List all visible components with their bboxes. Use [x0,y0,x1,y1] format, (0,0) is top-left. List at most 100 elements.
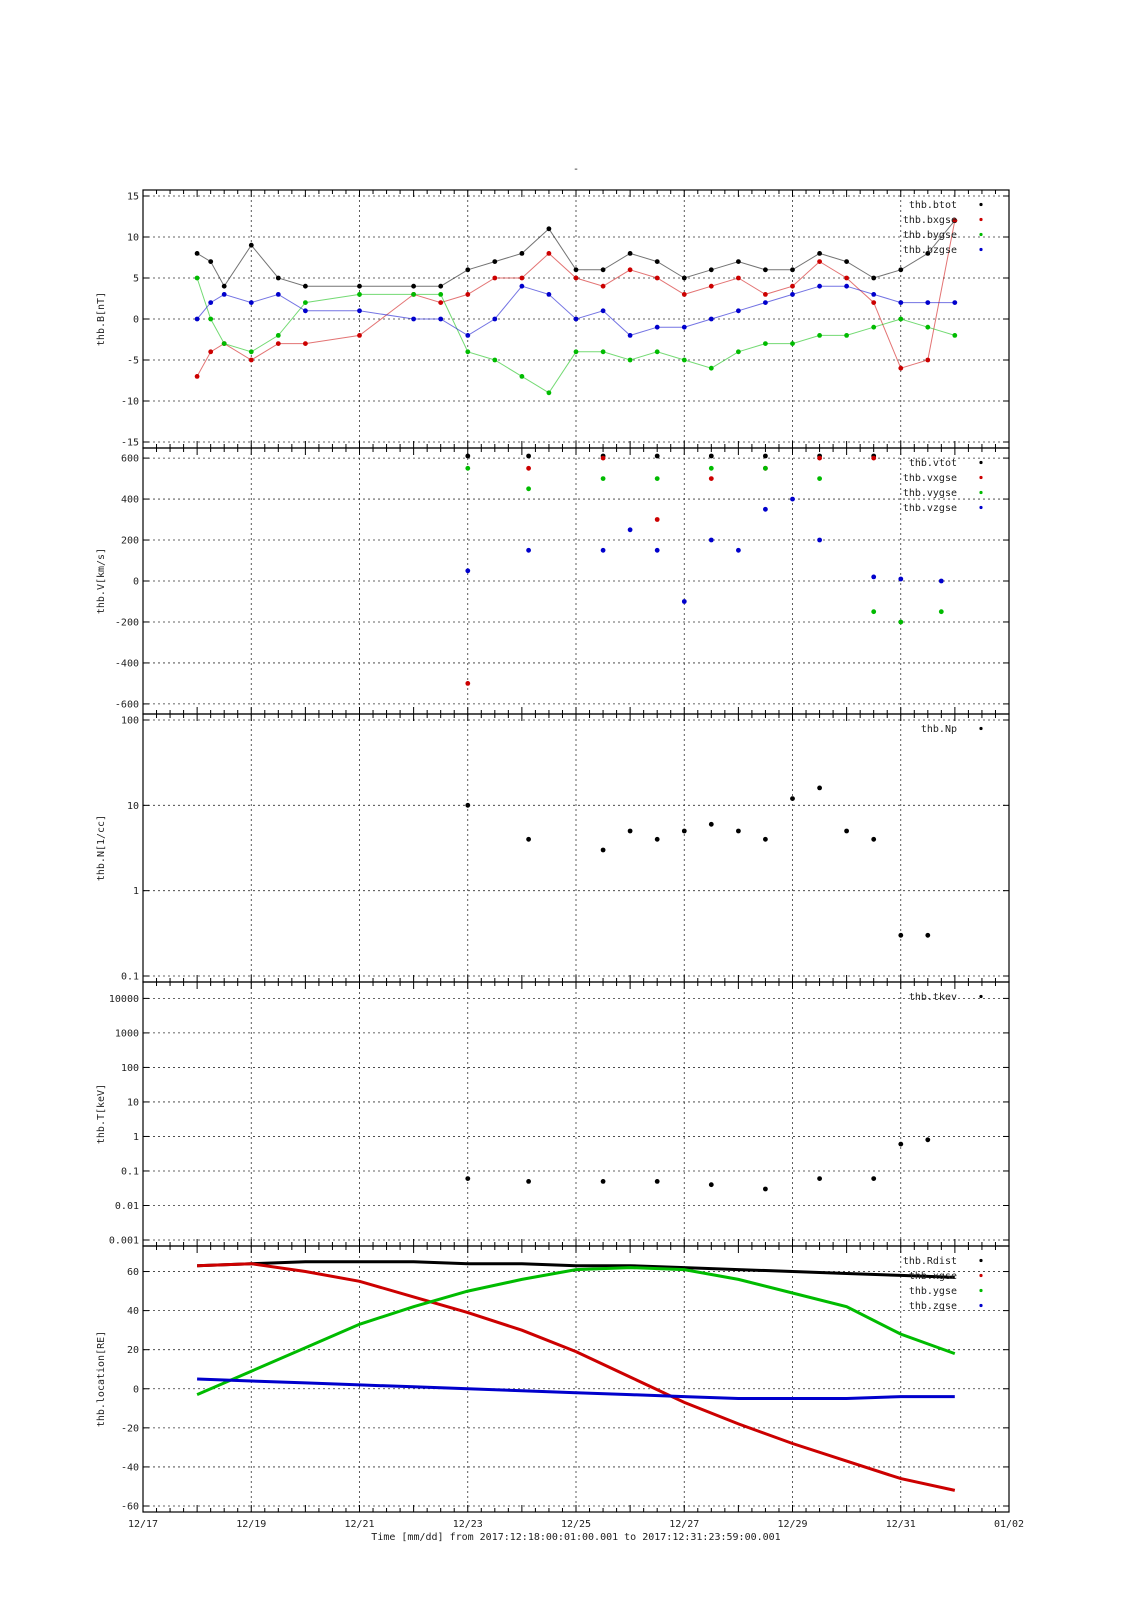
legend-marker [979,232,983,237]
legend-label: thb.tkev [909,992,957,1003]
data-point-thb.bygse [952,333,958,338]
data-point-thb.bxgse [817,259,822,264]
data-point-thb.btot [844,259,849,264]
data-point-thb.bxgse [925,357,931,363]
data-point-thb.vzgse [790,496,795,502]
data-point-thb.bzgse [654,324,660,330]
data-point-thb.bygse [681,357,687,363]
data-point-thb.Np [871,836,877,842]
plot-frame [142,1245,1010,1513]
data-point-thb.Np [817,785,822,791]
data-point-thb.bygse [654,349,660,355]
data-point-thb.bygse [519,374,525,379]
legend-label: thb.ygse [909,1286,957,1297]
legend-marker [979,1303,983,1308]
y-tick-label: 1000 [115,1028,139,1039]
data-point-thb.vxgse [871,455,877,461]
data-point-thb.Np [627,828,633,834]
data-point-thb.bzgse [573,316,579,322]
data-point-thb.bxgse [952,218,958,224]
legend-label: thb.bzgse [903,245,957,256]
legend-label: thb.btot [909,200,957,211]
data-point-thb.bygse [708,365,714,371]
data-point-thb.bzgse [248,300,254,305]
y-axis-label: thb.N[1/cc] [96,815,107,881]
x-tick-label: 01/02 [994,1519,1024,1530]
panel-5: 60 40 20 0 -20 -40 -60 thb.location[RE] thb.Rdis… [96,1245,1024,1530]
data-point-thb.vzgse [627,527,633,533]
data-point-thb.bxgse [600,283,606,289]
data-point-thb.btot [600,267,606,273]
data-point-thb.btot [898,267,904,273]
legend-marker [979,1258,983,1263]
data-point-thb.bzgse [708,316,714,322]
data-point-thb.vzgse [898,576,904,582]
data-point-thb.bzgse [411,316,416,322]
data-point-thb.bxgse [681,292,687,297]
data-point-thb.vtot [465,453,471,459]
data-point-thb.tkev [526,1179,531,1184]
data-point-thb.Np [708,821,714,827]
data-point-thb.vxgse [600,455,606,461]
data-point-thb.bxgse [736,275,741,281]
data-point-thb.vxgse [526,465,531,471]
data-point-thb.vzgse [600,547,606,553]
data-point-thb.vtot [708,453,714,459]
data-point-thb.bzgse [627,333,633,338]
legend-marker [979,1273,983,1278]
data-point-thb.btot [925,251,931,256]
x-tick-label: 12/23 [453,1519,483,1530]
data-point-thb.bygse [357,292,362,297]
x-tick-label: 12/25 [561,1519,591,1530]
data-point-thb.btot [465,267,471,273]
data-point-thb.bygse [817,333,822,338]
data-point-thb.vygse [654,476,660,481]
data-point-thb.bygse [275,333,281,338]
legend-label: thb.vzgse [903,503,957,514]
data-point-thb.bygse [465,349,471,355]
x-tick-label: 12/19 [236,1519,266,1530]
data-point-thb.bxgse [763,292,768,297]
data-point-thb.bzgse [790,292,795,297]
data-point-thb.vzgse [465,568,471,574]
data-point-thb.bxgse [790,283,795,289]
data-point-thb.bzgse [600,308,606,314]
y-tick-label: -5 [127,356,139,367]
data-point-thb.vzgse [817,537,822,543]
data-point-thb.btot [411,283,416,289]
y-tick-label: 200 [121,536,139,547]
legend-marker [979,202,983,207]
data-point-thb.bzgse [817,283,822,289]
y-tick-label: -40 [121,1462,139,1473]
y-axis-label: thb.V[km/s] [96,548,107,614]
data-point-thb.bxgse [275,341,281,346]
data-point-thb.btot [492,259,498,264]
legend-label: thb.xgse [909,1271,957,1282]
data-point-thb.vxgse [817,455,822,461]
legend-label: thb.zgse [909,1301,957,1312]
data-point-thb.bzgse [763,300,768,305]
data-point-thb.vygse [938,609,944,615]
data-point-thb.bzgse [898,300,904,305]
data-point-thb.bygse [763,341,768,346]
data-point-thb.bygse [925,324,931,330]
series-line-thb.ygse [196,1266,956,1396]
data-point-thb.Np [763,836,768,842]
data-point-thb.btot [654,259,660,264]
y-tick-label: 100 [121,716,139,727]
data-point-thb.bzgse [438,316,444,322]
series-trace-thb.bygse [196,277,955,394]
y-tick-label: 400 [121,495,139,506]
y-tick-label: -20 [121,1423,139,1434]
y-tick-label: 0.1 [121,1166,139,1177]
data-point-thb.bxgse [465,292,471,297]
data-point-thb.Np [681,828,687,834]
legend-label: thb.Rdist [903,1256,957,1267]
x-tick-label: 12/17 [128,1519,158,1530]
data-point-thb.bygse [546,390,552,396]
y-tick-label: 10 [127,801,139,812]
data-point-thb.vygse [600,476,606,481]
data-point-thb.bzgse [546,292,552,297]
series-line-thb.Rdist [197,1260,955,1279]
y-tick-label: 100 [121,1063,139,1074]
